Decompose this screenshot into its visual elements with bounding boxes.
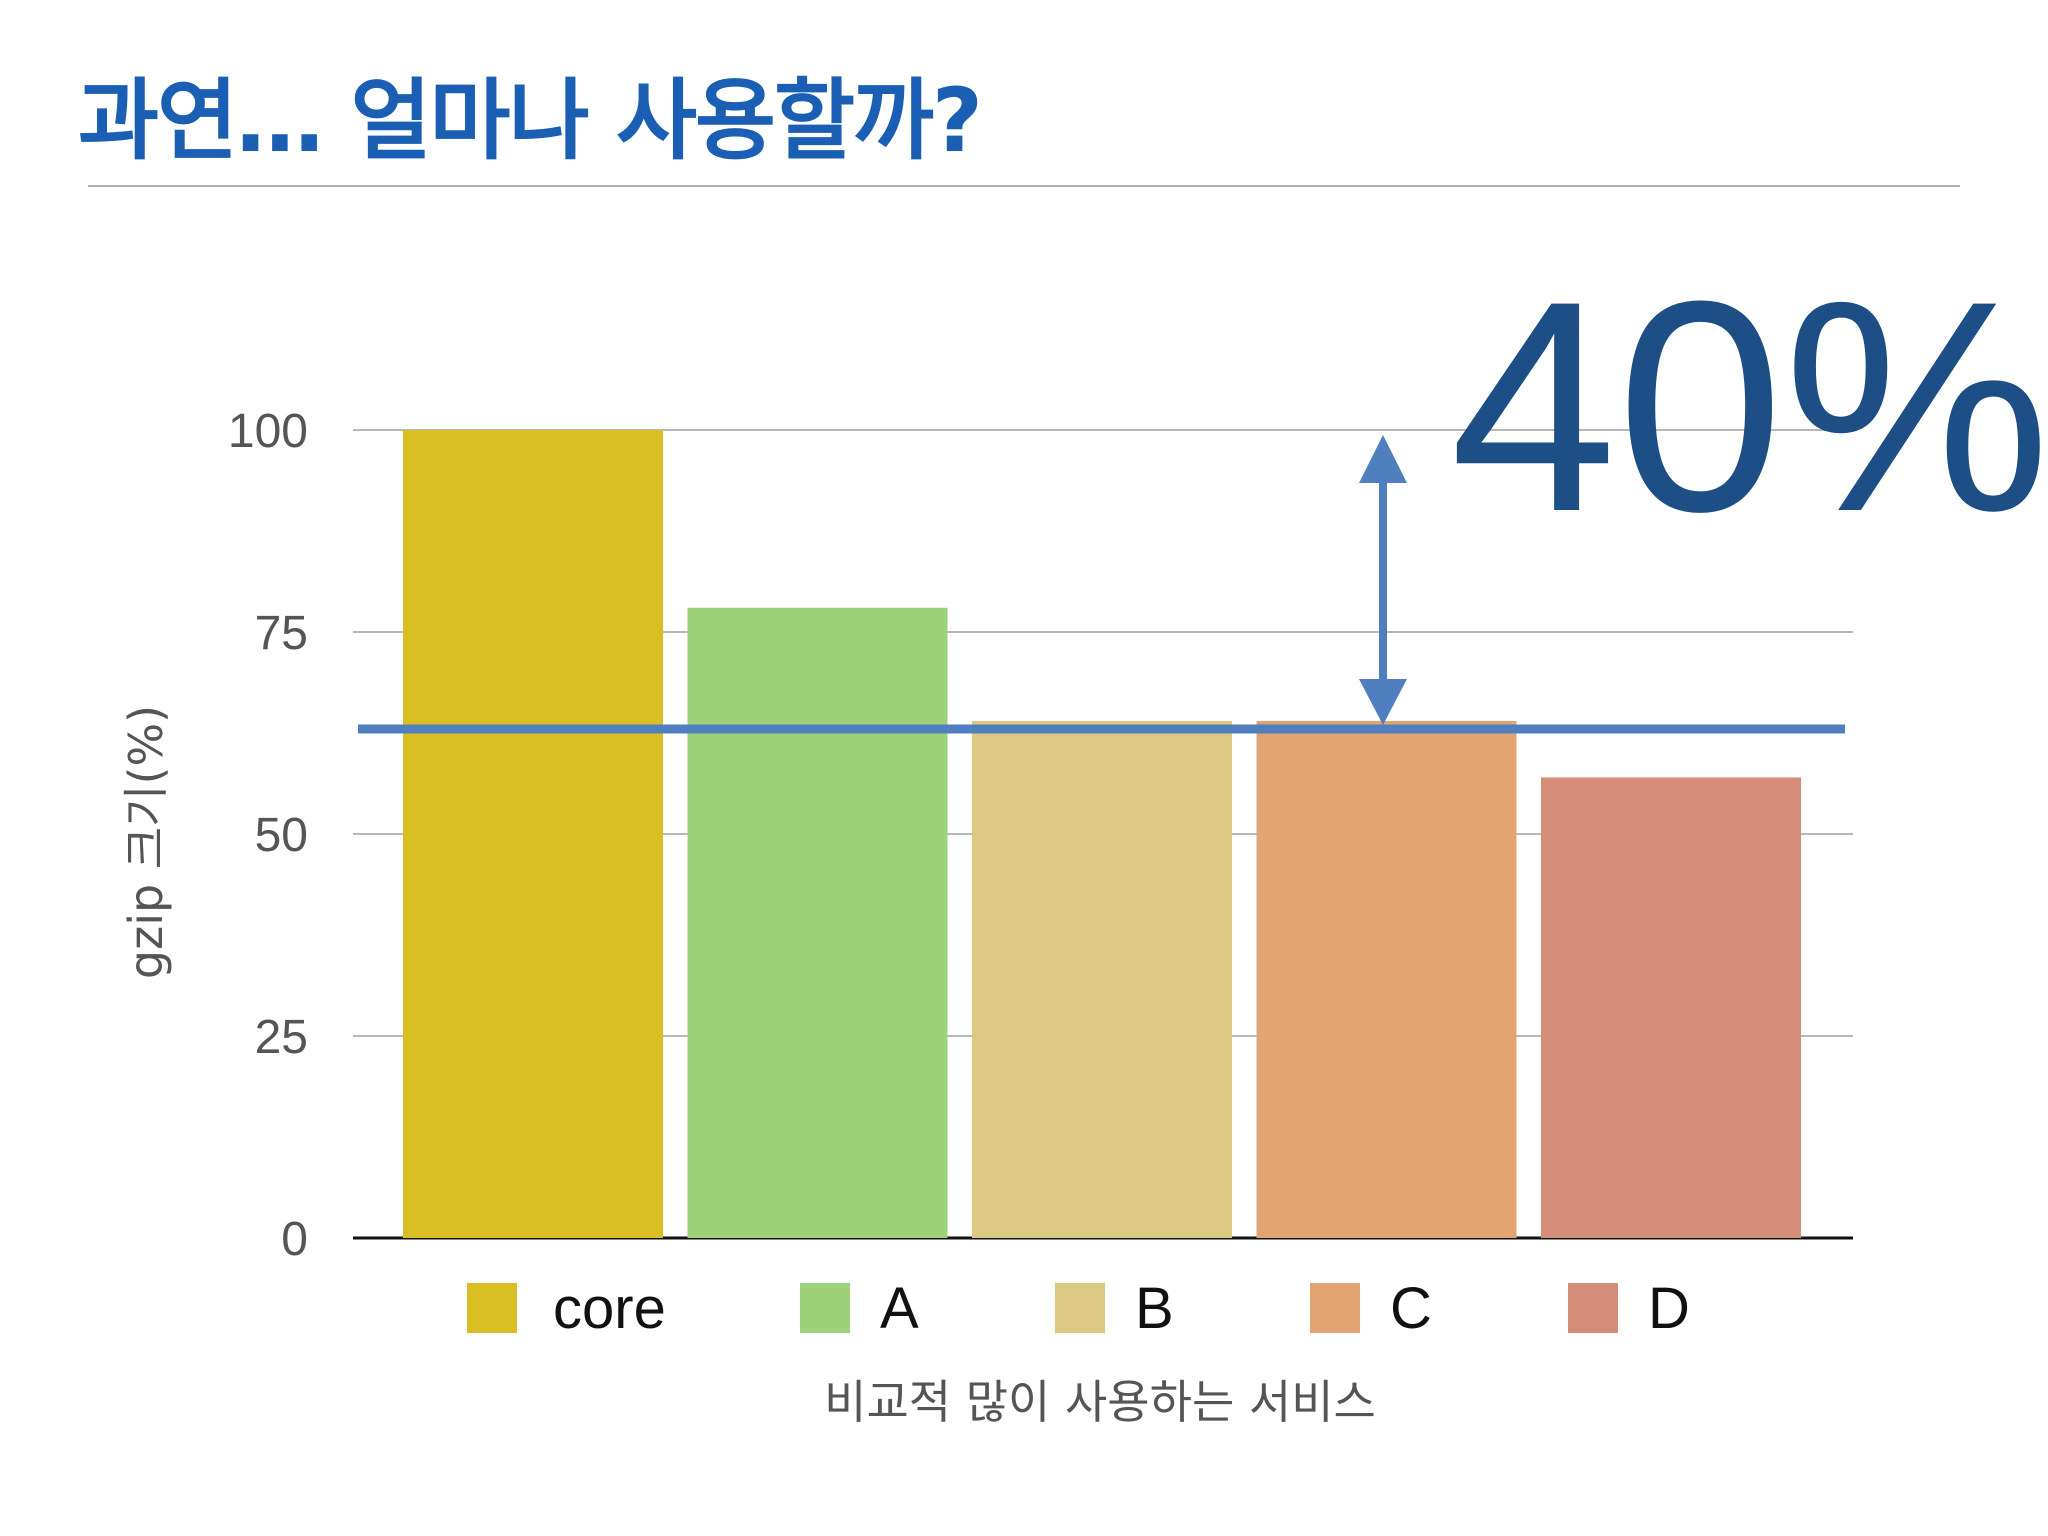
reference-line-group [358, 435, 1845, 734]
title-divider [88, 185, 1960, 187]
y-tick-label: 25 [255, 1011, 308, 1064]
legend-swatch [1055, 1283, 1105, 1333]
bar-d [1541, 777, 1801, 1238]
slide-title: 과연… 얼마나 사용할까? [78, 69, 983, 172]
legend-label: D [1648, 1276, 1690, 1341]
y-axis-title: gzip 크기(%) [119, 705, 173, 979]
y-tick-label: 75 [255, 607, 308, 660]
legend-label: core [553, 1276, 666, 1341]
arrow-head-up [1359, 435, 1407, 483]
legend-swatch [467, 1283, 517, 1333]
legend-swatch [800, 1283, 850, 1333]
legend-label: B [1135, 1276, 1174, 1341]
percent-callout: 40% [1450, 238, 2048, 574]
bar-c [1256, 720, 1517, 1238]
y-tick-labels: 0 25 50 75 100 [228, 405, 308, 1266]
legend-label: C [1390, 1276, 1432, 1341]
legend-swatch [1568, 1283, 1618, 1333]
x-axis-title: 비교적 많이 사용하는 서비스 [824, 1375, 1376, 1429]
arrow-head-down [1359, 678, 1407, 725]
y-tick-label: 100 [228, 405, 308, 458]
bar-a [687, 607, 948, 1238]
y-tick-label: 50 [255, 809, 308, 862]
legend-swatch [1310, 1283, 1360, 1333]
bar-core [403, 430, 663, 1238]
bars [403, 430, 1801, 1238]
legend-label: A [880, 1276, 919, 1341]
y-tick-label: 0 [281, 1213, 308, 1266]
bar-b [972, 720, 1232, 1238]
legend: core A B C D [467, 1276, 1690, 1341]
